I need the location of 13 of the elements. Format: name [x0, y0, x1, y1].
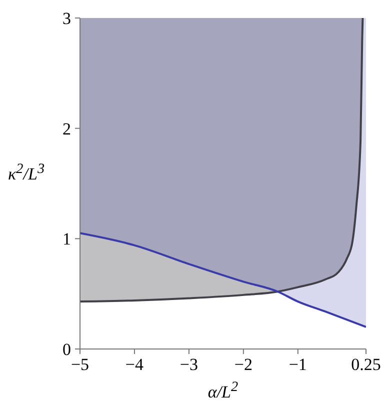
y-axis-title: κ$^{2}$/L$^{3}$: [8, 160, 45, 186]
x-tick-label: −3: [180, 355, 198, 374]
x-tick-label: −2: [234, 355, 252, 374]
x-tick-label: −1: [288, 355, 307, 374]
y-tick-label: 1: [62, 230, 71, 249]
x-tick-label: −5: [70, 355, 90, 374]
line-series: [80, 232, 366, 328]
x-tick-label: 0.25: [351, 355, 381, 374]
y-tick-label: 0: [62, 340, 71, 360]
x-tick-label: −4: [125, 355, 144, 374]
y-tick-label: 2: [62, 119, 71, 138]
x-axis-title: α/L$^{2}$: [208, 378, 238, 404]
y-tick-label: 3: [62, 9, 71, 28]
